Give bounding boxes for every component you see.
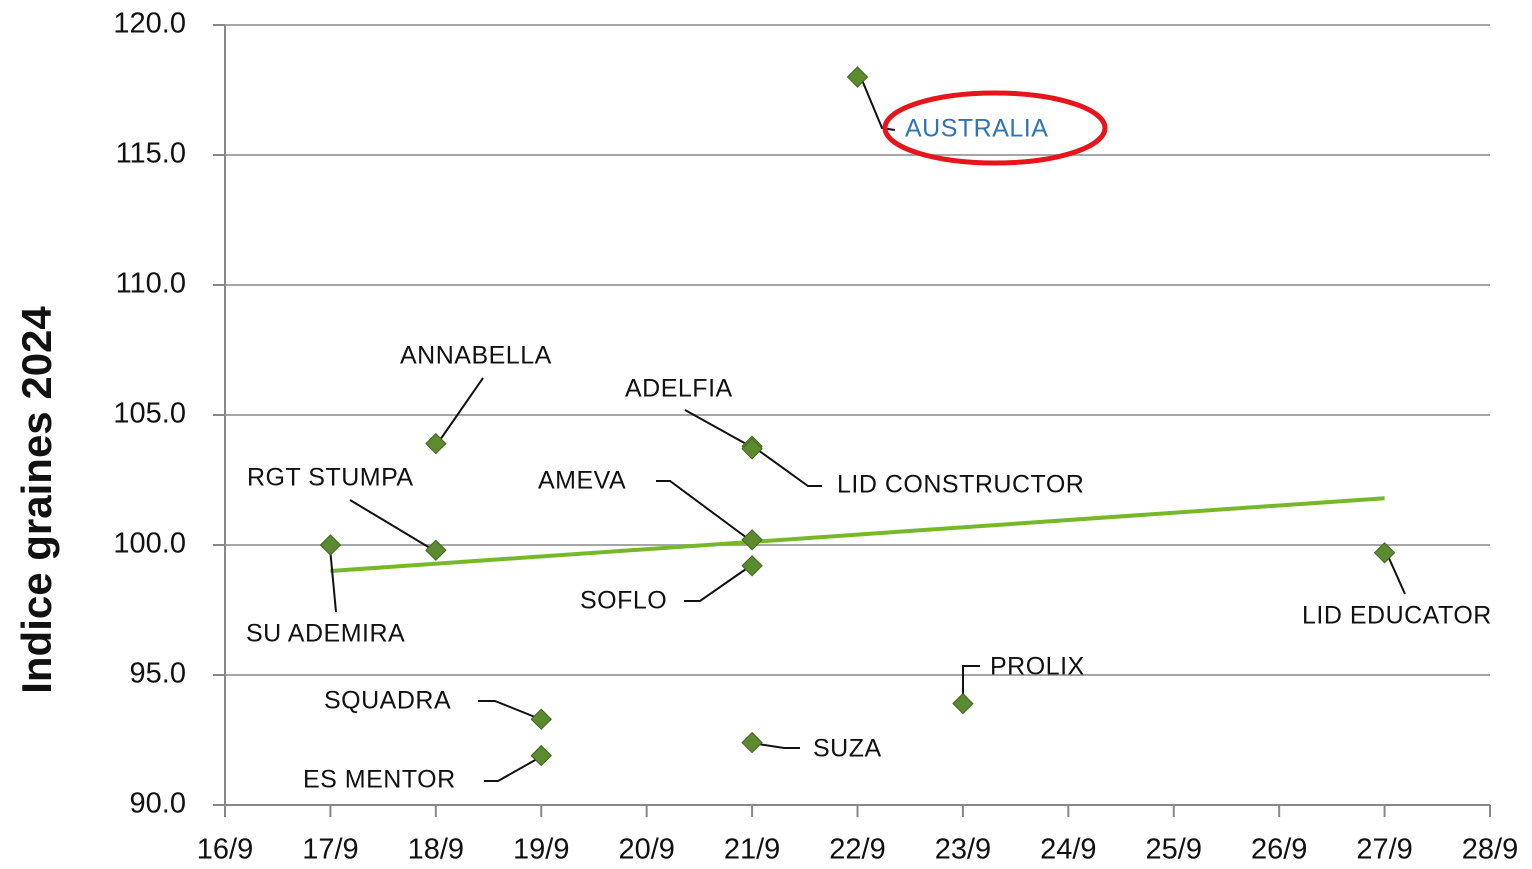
point (319, 534, 342, 556)
leader-line (757, 449, 822, 487)
leader-line (478, 700, 536, 718)
leader-line (684, 568, 747, 602)
point (425, 432, 447, 455)
x-tick-label: 24/9 (1040, 834, 1096, 866)
point-label: SOFLO (580, 587, 667, 615)
point-label: SUZA (813, 735, 882, 763)
x-tick-label: 26/9 (1251, 834, 1307, 866)
leader-line (439, 377, 484, 441)
point (741, 731, 763, 754)
y-tick-label: 110.0 (116, 268, 186, 300)
point (741, 529, 763, 551)
leader-line (757, 743, 800, 749)
leader-line (484, 758, 538, 782)
point-label: RGT STUMPA (247, 464, 414, 492)
point-label: ES MENTOR (303, 766, 456, 794)
point-label: SU ADEMIRA (246, 620, 405, 648)
leader-line (684, 409, 749, 446)
y-tick-label: 105.0 (113, 398, 186, 430)
point-label: LID CONSTRUCTOR (837, 471, 1084, 499)
point (530, 708, 552, 730)
y-tick-label: 95.0 (130, 658, 186, 690)
point-label: PROLIX (990, 653, 1085, 681)
trendline (330, 496, 1385, 573)
x-tick-label: 18/9 (408, 834, 464, 866)
x-tick-label: 28/9 (1462, 834, 1518, 866)
x-tick-label: 23/9 (935, 834, 991, 866)
point-label: SQUADRA (324, 687, 451, 715)
point-label: AMEVA (538, 467, 626, 495)
leader-line (1387, 555, 1406, 595)
x-tick-label: 27/9 (1356, 834, 1412, 866)
point (741, 555, 763, 577)
point (530, 744, 552, 767)
x-tick-label: 17/9 (302, 834, 358, 866)
y-tick-label: 120.0 (113, 8, 186, 40)
leader-line (656, 480, 748, 539)
x-tick-label: 19/9 (513, 834, 569, 866)
leader-line (861, 79, 896, 131)
x-tick-label: 22/9 (829, 834, 885, 866)
point (741, 438, 763, 460)
point (1373, 542, 1396, 564)
point-label: AUSTRALIA (905, 115, 1048, 143)
x-tick-label: 25/9 (1146, 834, 1202, 866)
leader-line (329, 547, 337, 613)
highlight-circle (882, 90, 1108, 166)
point-label: ANNABELLA (400, 342, 552, 370)
point-label: LID EDUCATOR (1302, 602, 1492, 630)
y-tick-label: 115.0 (116, 138, 186, 170)
x-tick-label: 16/9 (197, 834, 253, 866)
point (425, 539, 447, 561)
y-tick-label: 100.0 (113, 528, 186, 560)
x-tick-label: 20/9 (618, 834, 674, 866)
point (846, 66, 869, 88)
leader-line (349, 499, 431, 549)
point-label: ADELFIA (625, 375, 733, 403)
y-tick-label: 90.0 (130, 788, 186, 820)
y-axis-label: Indice graines 2024 (13, 306, 60, 694)
x-tick-label: 21/9 (724, 834, 780, 866)
leader-line (962, 665, 980, 698)
point (952, 692, 974, 715)
